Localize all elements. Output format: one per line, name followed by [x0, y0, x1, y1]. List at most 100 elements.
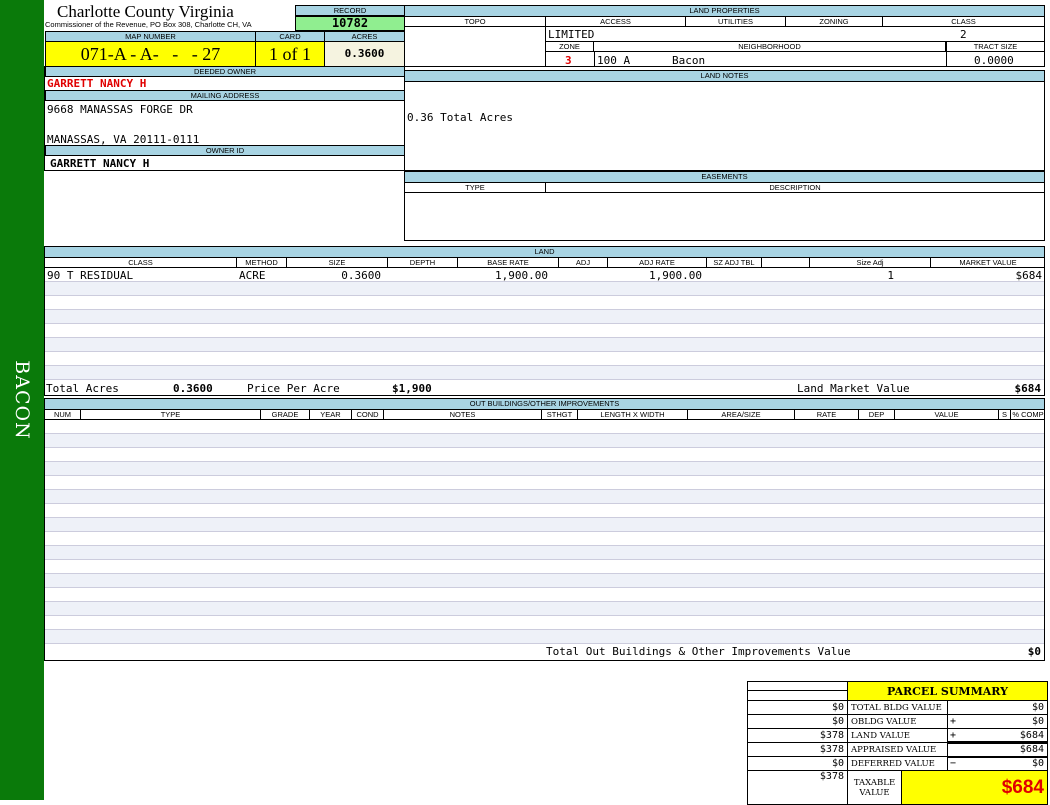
land-cell: ACRE	[239, 269, 266, 282]
outbuilding-column-header: S	[999, 410, 1011, 420]
record-value: 10782	[295, 16, 405, 31]
outbuilding-column-header: TYPE	[81, 410, 261, 420]
outbuilding-column-header: COND	[352, 410, 384, 420]
land-panel: LAND CLASS METHOD SIZE DEPTH BASE RATE ADJ ADJ…	[44, 246, 1045, 396]
land-title: LAND	[45, 247, 1044, 258]
outbuilding-column-header: YEAR	[310, 410, 352, 420]
summary-value-cell: − $0	[947, 755, 1048, 771]
land-cell: 1,900.00	[495, 269, 548, 282]
land-column-header: MARKET VALUE	[959, 258, 1017, 267]
summary-value-cell: $684	[947, 742, 1048, 757]
zone-value: 3	[565, 54, 572, 67]
land-column-header	[762, 258, 810, 268]
county-subtitle: Commissioner of the Revenue, PO Box 308,…	[45, 20, 252, 29]
taxable-label: TAXABLE VALUE	[847, 770, 902, 805]
outbuilding-row	[45, 546, 1044, 560]
summary-label: DEFERRED VALUE	[847, 756, 948, 771]
outbuildings-panel: OUT BUILDINGS/OTHER IMPROVEMENTS NUM TYPE…	[44, 398, 1045, 661]
card-value: 1 of 1	[255, 41, 325, 67]
outbuildings-total-label: Total Out Buildings & Other Improvements…	[546, 645, 851, 658]
neighborhood-name: Bacon	[672, 54, 706, 67]
outbuilding-column-header: VALUE	[895, 410, 999, 420]
land-market-value: $684	[1014, 382, 1042, 395]
outbuilding-column-header: LENGTH X WIDTH	[578, 410, 688, 420]
land-row	[45, 282, 1044, 296]
summary-value-cell: + $684	[947, 728, 1048, 744]
land-cell: 1,900.00	[649, 269, 702, 282]
summary-left-value: $0	[747, 714, 848, 729]
summary-value: $0	[1031, 758, 1044, 770]
land-column-header: METHOD	[237, 258, 287, 268]
owner-id-label: OWNER ID	[45, 145, 405, 156]
easement-type-header: TYPE	[405, 183, 546, 193]
land-row	[45, 352, 1044, 366]
land-properties-panel: LAND PROPERTIES TOPO ACCESS UTILITIES ZO…	[404, 5, 1045, 67]
land-column-header: SZ ADJ TBL	[707, 258, 762, 268]
easement-description-header: DESCRIPTION	[769, 183, 821, 192]
access-header: ACCESS	[546, 17, 686, 27]
outbuilding-row	[45, 574, 1044, 588]
district-label: BACON	[11, 360, 33, 440]
land-row	[45, 324, 1044, 338]
outbuilding-row	[45, 434, 1044, 448]
tract-size-value: 0.0000	[974, 54, 1014, 67]
outbuilding-row	[45, 476, 1044, 490]
outbuilding-row	[45, 420, 1044, 434]
outbuilding-column-header: % COMP	[1012, 410, 1044, 419]
summary-left-value: $0	[747, 700, 848, 715]
summary-row: $0 DEFERRED VALUE − $0	[747, 755, 1048, 771]
sidebar-district: BACON	[0, 0, 44, 800]
mailing-address-line1: 9668 MANASSAS FORGE DR	[47, 103, 193, 116]
class-header: CLASS	[951, 17, 976, 26]
outbuilding-column-header: GRADE	[261, 410, 310, 420]
summary-value-cell: + $0	[947, 714, 1048, 729]
neighborhood-code: 100 A	[597, 54, 631, 67]
outbuilding-row	[45, 630, 1044, 644]
outbuilding-row	[45, 532, 1044, 546]
land-notes-text: 0.36 Total Acres	[407, 111, 513, 124]
outbuilding-row	[45, 560, 1044, 574]
land-column-header: SIZE	[287, 258, 388, 268]
land-row: 90 T RESIDUAL ACRE 0.3600 1,900.00 1,900.00 1…	[45, 268, 1044, 282]
summary-operator: +	[950, 716, 957, 727]
outbuilding-row	[45, 448, 1044, 462]
land-cell: 0.3600	[341, 269, 381, 282]
outbuilding-column-header: RATE	[795, 410, 859, 420]
access-value: LIMITED	[548, 28, 595, 41]
outbuilding-column-header: NUM	[45, 410, 81, 420]
outbuilding-row	[45, 616, 1044, 630]
mailing-address-label: MAILING ADDRESS	[45, 90, 405, 101]
outbuilding-row	[45, 490, 1044, 504]
summary-row: $378 APPRAISED VALUE $684	[747, 742, 1048, 757]
parcel-summary-title: PARCEL SUMMARY	[847, 681, 1048, 701]
summary-left-value: $0	[747, 756, 848, 771]
owner-id-value: GARRETT NANCY H	[50, 157, 150, 170]
deeded-owner-value: GARRETT NANCY H	[47, 77, 147, 90]
summary-row: $0 OBLDG VALUE + $0	[747, 714, 1048, 729]
price-per-acre-label: Price Per Acre	[247, 382, 340, 395]
summary-label: APPRAISED VALUE	[847, 742, 948, 757]
land-market-value-label: Land Market Value	[797, 382, 910, 395]
outbuilding-row	[45, 462, 1044, 476]
land-cell: 1	[887, 269, 894, 282]
parcel-summary: PARCEL SUMMARY $0 TOTAL BLDG VALUE $0 $0 OBL…	[747, 681, 1048, 805]
mailing-address-line2: MANASSAS, VA 20111-0111	[47, 133, 200, 146]
land-row	[45, 310, 1044, 324]
summary-value: $0	[1031, 716, 1044, 727]
price-per-acre-value: $1,900	[392, 382, 432, 395]
acres-value: 0.3600	[324, 41, 405, 67]
land-column-header: ADJ	[559, 258, 608, 268]
outbuildings-title: OUT BUILDINGS/OTHER IMPROVEMENTS	[45, 399, 1044, 410]
tract-size-header: TRACT SIZE	[946, 42, 1044, 52]
land-column-header: DEPTH	[388, 258, 458, 268]
outbuilding-column-header: STHGT	[542, 410, 578, 420]
land-row	[45, 296, 1044, 310]
outbuilding-row	[45, 518, 1044, 532]
outbuilding-column-header: NOTES	[384, 410, 542, 420]
taxable-left-value: $378	[747, 770, 848, 805]
zone-header: ZONE	[546, 42, 594, 52]
land-cell: $684	[1015, 269, 1043, 282]
outbuilding-column-header: DEP	[859, 410, 895, 420]
outbuilding-row	[45, 588, 1044, 602]
neighborhood-header: NEIGHBORHOOD	[594, 42, 946, 52]
